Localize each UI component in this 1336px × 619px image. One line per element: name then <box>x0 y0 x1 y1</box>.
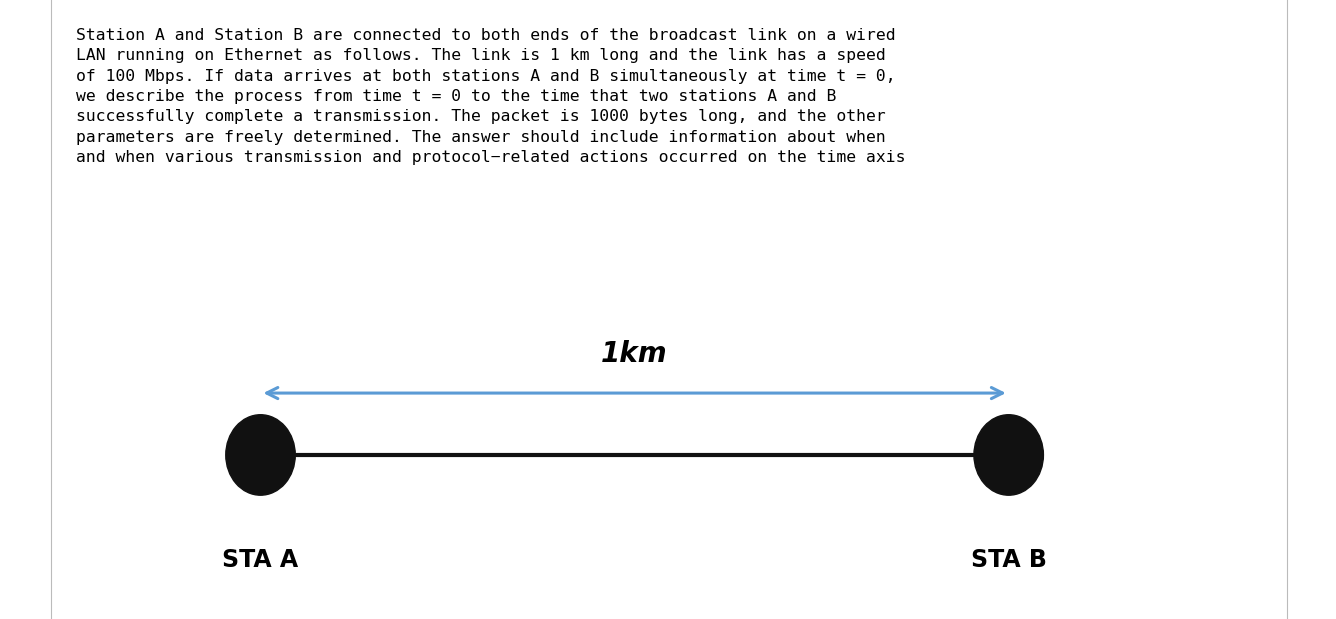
Text: Station A and Station B are connected to both ends of the broadcast link on a wi: Station A and Station B are connected to… <box>76 28 906 165</box>
Text: STA A: STA A <box>223 548 298 572</box>
Ellipse shape <box>226 415 295 495</box>
Text: STA B: STA B <box>971 548 1046 572</box>
Text: 1km: 1km <box>601 340 668 368</box>
Ellipse shape <box>974 415 1043 495</box>
